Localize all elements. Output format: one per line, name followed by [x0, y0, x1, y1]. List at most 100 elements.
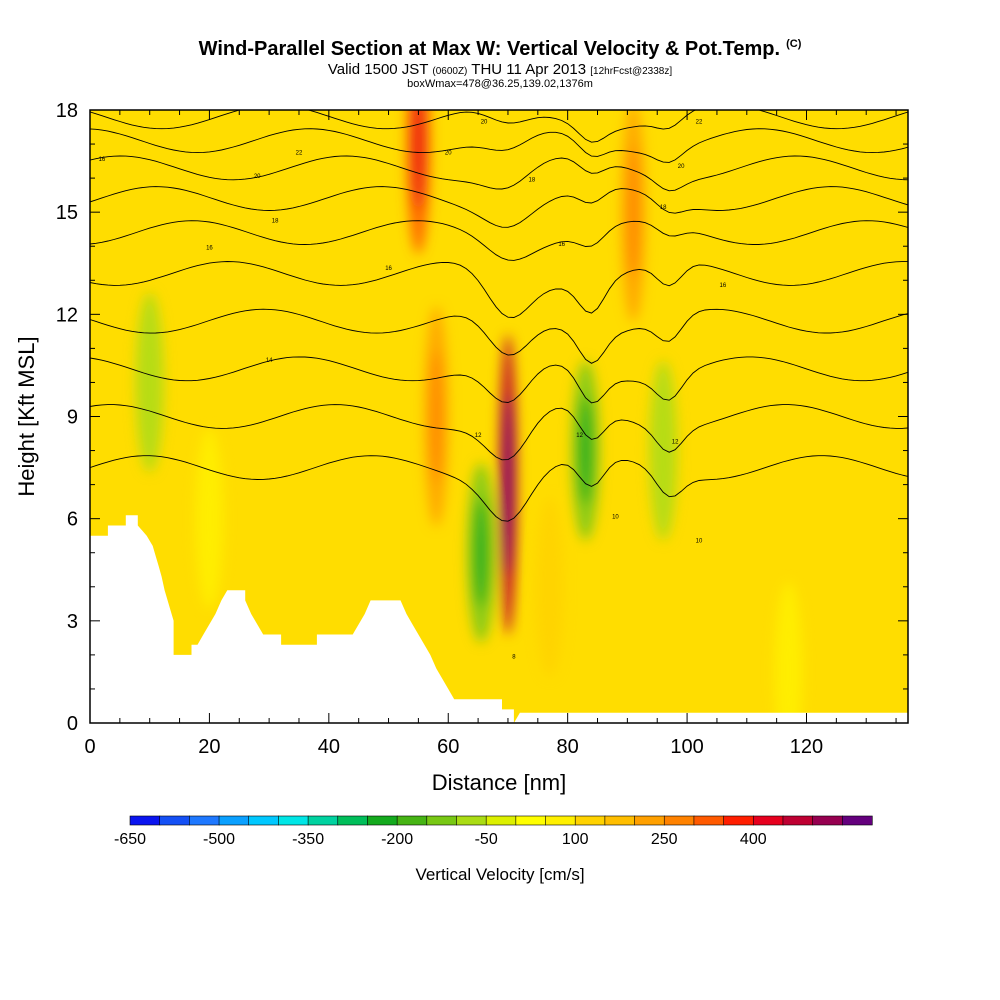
w-feature-6 — [649, 360, 678, 541]
colorbar-swatch — [574, 815, 606, 826]
isentrope-label: 10 — [612, 515, 619, 521]
isentrope-label: 20 — [481, 120, 488, 126]
y-tick-label: 6 — [67, 509, 78, 531]
isentrope-label: 20 — [678, 164, 685, 170]
colorbar-swatch — [485, 815, 517, 826]
isentrope-line — [90, 155, 908, 192]
colorbar-swatch — [426, 815, 458, 826]
colorbar-swatch — [545, 815, 576, 826]
subtitle-date: THU 11 Apr 2013 — [471, 61, 587, 78]
x-tick-label: 40 — [318, 736, 340, 758]
isentrope-label: 18 — [660, 205, 667, 211]
y-tick-label: 3 — [67, 611, 78, 633]
isentrope-label: 20 — [254, 174, 261, 180]
isentrope-label: 16 — [558, 242, 565, 248]
colorbar-swatch — [634, 815, 665, 826]
colorbar-swatch — [782, 815, 814, 826]
colorbar-swatch — [307, 815, 339, 826]
isentrope-label: 16 — [206, 246, 213, 252]
x-tick-label: 60 — [437, 736, 459, 758]
colorbar-swatch — [515, 815, 547, 826]
colorbar-tick-label: 400 — [740, 831, 767, 848]
potential-temperature-contours: 16 22 20 18 16 16 20 20 18 16 22 20 18 16 14 12 12 12 10 10… — [90, 110, 908, 660]
isentrope-label: 8 — [512, 654, 516, 660]
colorbar-tick-label: -650 — [114, 831, 146, 848]
isentrope-label: 18 — [528, 178, 535, 184]
colorbar-swatch — [812, 815, 843, 826]
terrain-mask — [90, 515, 908, 723]
y-axis-label: Height [Kft MSL] — [14, 336, 39, 496]
isentrope-line — [90, 455, 908, 522]
chart-title: Wind-Parallel Section at Max W: Vertical… — [0, 38, 1000, 61]
y-tick-label: 15 — [56, 202, 78, 224]
x-tick-label: 0 — [84, 736, 95, 758]
subtitle-forecast: [12hrFcst@2338z] — [590, 66, 673, 77]
terrain — [90, 515, 908, 723]
isentrope-label: 10 — [696, 539, 703, 545]
isentrope-label: 22 — [696, 120, 703, 126]
w-feature-8 — [535, 496, 564, 677]
colorbar-swatch — [248, 815, 280, 826]
w-feature-core-2 — [430, 350, 443, 483]
y-tick-label: 12 — [56, 304, 78, 326]
isentrope-line — [90, 404, 908, 461]
isentrope-label: 14 — [266, 358, 273, 364]
colorbar-swatch — [129, 815, 161, 826]
subtitle-valid: Valid 1500 JST — [327, 61, 429, 78]
w-feature-core-1 — [412, 110, 425, 211]
isentrope-label: 16 — [385, 266, 392, 272]
isentrope-label: 12 — [672, 440, 679, 446]
colorbar-swatch — [604, 815, 636, 826]
isentrope-line — [90, 110, 908, 143]
colorbar-swatch — [189, 815, 220, 826]
isentrope-line — [90, 308, 908, 364]
colorbar-swatch — [752, 815, 784, 826]
colorbar-swatch — [159, 815, 190, 826]
chart-subtitle-line2: boxWmax=478@36.25,139.02,1376m — [407, 78, 593, 90]
colorbar-tick-label: 250 — [651, 831, 678, 848]
colorbar-tick-label: -200 — [381, 831, 413, 848]
isentrope-line — [90, 356, 908, 404]
colorbar-swatch — [842, 815, 873, 826]
isentrope-label: 16 — [99, 157, 106, 163]
axes: 0 20 40 60 80 100 120 0 3 6 9 12 15 18 Distance [nm] He… — [14, 100, 909, 795]
colorbar-swatch — [723, 815, 754, 826]
chart-subtitle: Valid 1500 JST (0600Z) THU 11 Apr 2013 [… — [0, 61, 1000, 78]
colorbar-swatch — [278, 815, 309, 826]
w-feature-9 — [195, 428, 224, 609]
y-tick-label: 9 — [67, 407, 78, 429]
isentrope-line — [90, 220, 908, 261]
isentrope-line — [90, 186, 908, 228]
colorbar-tick-label: -50 — [475, 831, 498, 848]
x-tick-label: 20 — [198, 736, 220, 758]
subtitle-utc: (0600Z) — [432, 66, 468, 77]
x-tick-label: 80 — [557, 736, 579, 758]
x-axis-label: Distance [nm] — [432, 770, 567, 795]
colorbar-swatch — [663, 815, 695, 826]
chart-title-mark: (C) — [786, 38, 802, 51]
w-feature-core-4 — [474, 498, 489, 607]
chart-title-main: Wind-Parallel Section at Max W: Vertical… — [198, 38, 781, 60]
isentrope-line — [90, 261, 908, 318]
isentrope-label: 12 — [475, 433, 482, 439]
w-feature-10 — [774, 581, 803, 723]
colorbar-swatch — [337, 815, 369, 826]
w-feature-core-5 — [578, 396, 593, 505]
colorbar-swatch — [396, 815, 428, 826]
colorbar-swatch — [218, 815, 250, 826]
colorbar-tick-label: -350 — [292, 831, 324, 848]
colorbar-tick-label: 100 — [562, 831, 589, 848]
x-tick-label: 120 — [790, 736, 823, 758]
colorbar-label: Vertical Velocity [cm/s] — [415, 865, 584, 884]
w-feature-core-3 — [627, 146, 640, 279]
colorbar: -650 -500 -350 -200 -50 100 250 400 Vertical Vel… — [114, 815, 873, 884]
isentrope-label: 18 — [272, 218, 279, 224]
colorbar-swatch — [693, 815, 725, 826]
y-tick-label: 0 — [67, 713, 78, 735]
x-tick-label: 100 — [670, 736, 703, 758]
isentrope-line — [90, 128, 908, 163]
isentrope-label: 22 — [296, 150, 303, 156]
colorbar-tick-label: -500 — [203, 831, 235, 848]
w-feature-7 — [135, 292, 164, 473]
